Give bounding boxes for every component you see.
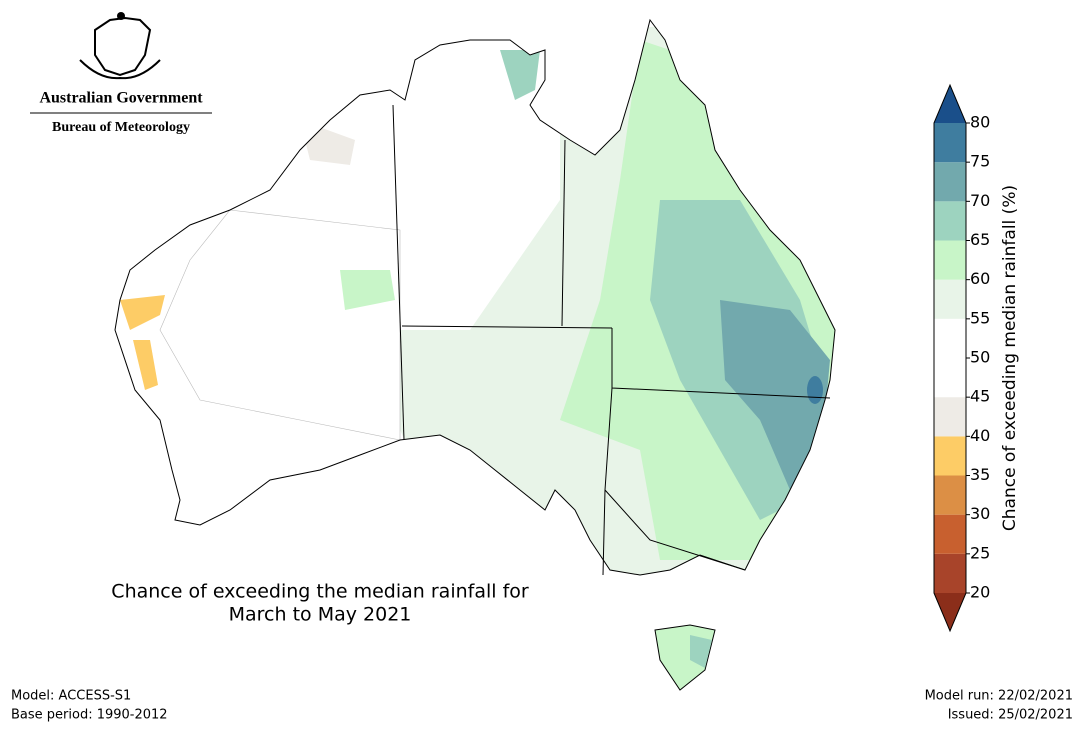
colorbar-tick-label: 80 bbox=[970, 113, 990, 132]
colorbar-tick-label: 45 bbox=[970, 387, 990, 406]
colorbar-tick-label: 35 bbox=[970, 465, 990, 484]
footer-text: Issued: 25/02/2021 bbox=[948, 708, 1073, 723]
map-title: Chance of exceeding the median rainfall … bbox=[111, 581, 529, 603]
agency-name: Bureau of Meteorology bbox=[52, 120, 190, 135]
map: Chance of exceeding the median rainfall … bbox=[111, 19, 836, 691]
colorbar-tick-label: 60 bbox=[970, 269, 990, 288]
colorbar-over bbox=[934, 85, 966, 123]
colorbar-under bbox=[934, 593, 966, 631]
colorbar-tick-label: 50 bbox=[970, 348, 990, 367]
colorbar-label: Chance of exceeding median rainfall (%) bbox=[1000, 185, 1020, 531]
colorbar-tick-label: 70 bbox=[970, 191, 990, 210]
colorbar-tick-label: 55 bbox=[970, 308, 990, 327]
colorbar-band bbox=[934, 358, 966, 398]
colorbar-band bbox=[934, 514, 966, 554]
footer-text: Model run: 22/02/2021 bbox=[925, 689, 1073, 704]
colorbar-band bbox=[934, 553, 966, 593]
map-title: March to May 2021 bbox=[229, 604, 412, 626]
colorbar-tick-label: 25 bbox=[970, 543, 990, 562]
colorbar-band bbox=[934, 436, 966, 476]
colorbar-band bbox=[934, 279, 966, 319]
colorbar-tick-label: 40 bbox=[970, 426, 990, 445]
colorbar-band bbox=[934, 397, 966, 437]
colorbar-band bbox=[934, 201, 966, 241]
colorbar-tick-label: 20 bbox=[970, 583, 990, 602]
colorbar-band bbox=[934, 475, 966, 515]
colorbar: Chance of exceeding median rainfall (%) … bbox=[933, 83, 1020, 633]
colorbar-tick-label: 30 bbox=[970, 504, 990, 523]
colorbar-band bbox=[934, 318, 966, 358]
colorbar-tick-label: 65 bbox=[970, 230, 990, 249]
logo: Australian Government Bureau of Meteorol… bbox=[30, 12, 212, 135]
colorbar-band bbox=[934, 123, 966, 163]
colorbar-tick-label: 75 bbox=[970, 152, 990, 171]
colorbar-band bbox=[934, 240, 966, 280]
footer-text: Base period: 1990-2012 bbox=[11, 708, 168, 723]
footer-text: Model: ACCESS-S1 bbox=[11, 689, 131, 704]
colorbar-band bbox=[934, 162, 966, 202]
government-name: Australian Government bbox=[39, 90, 203, 107]
